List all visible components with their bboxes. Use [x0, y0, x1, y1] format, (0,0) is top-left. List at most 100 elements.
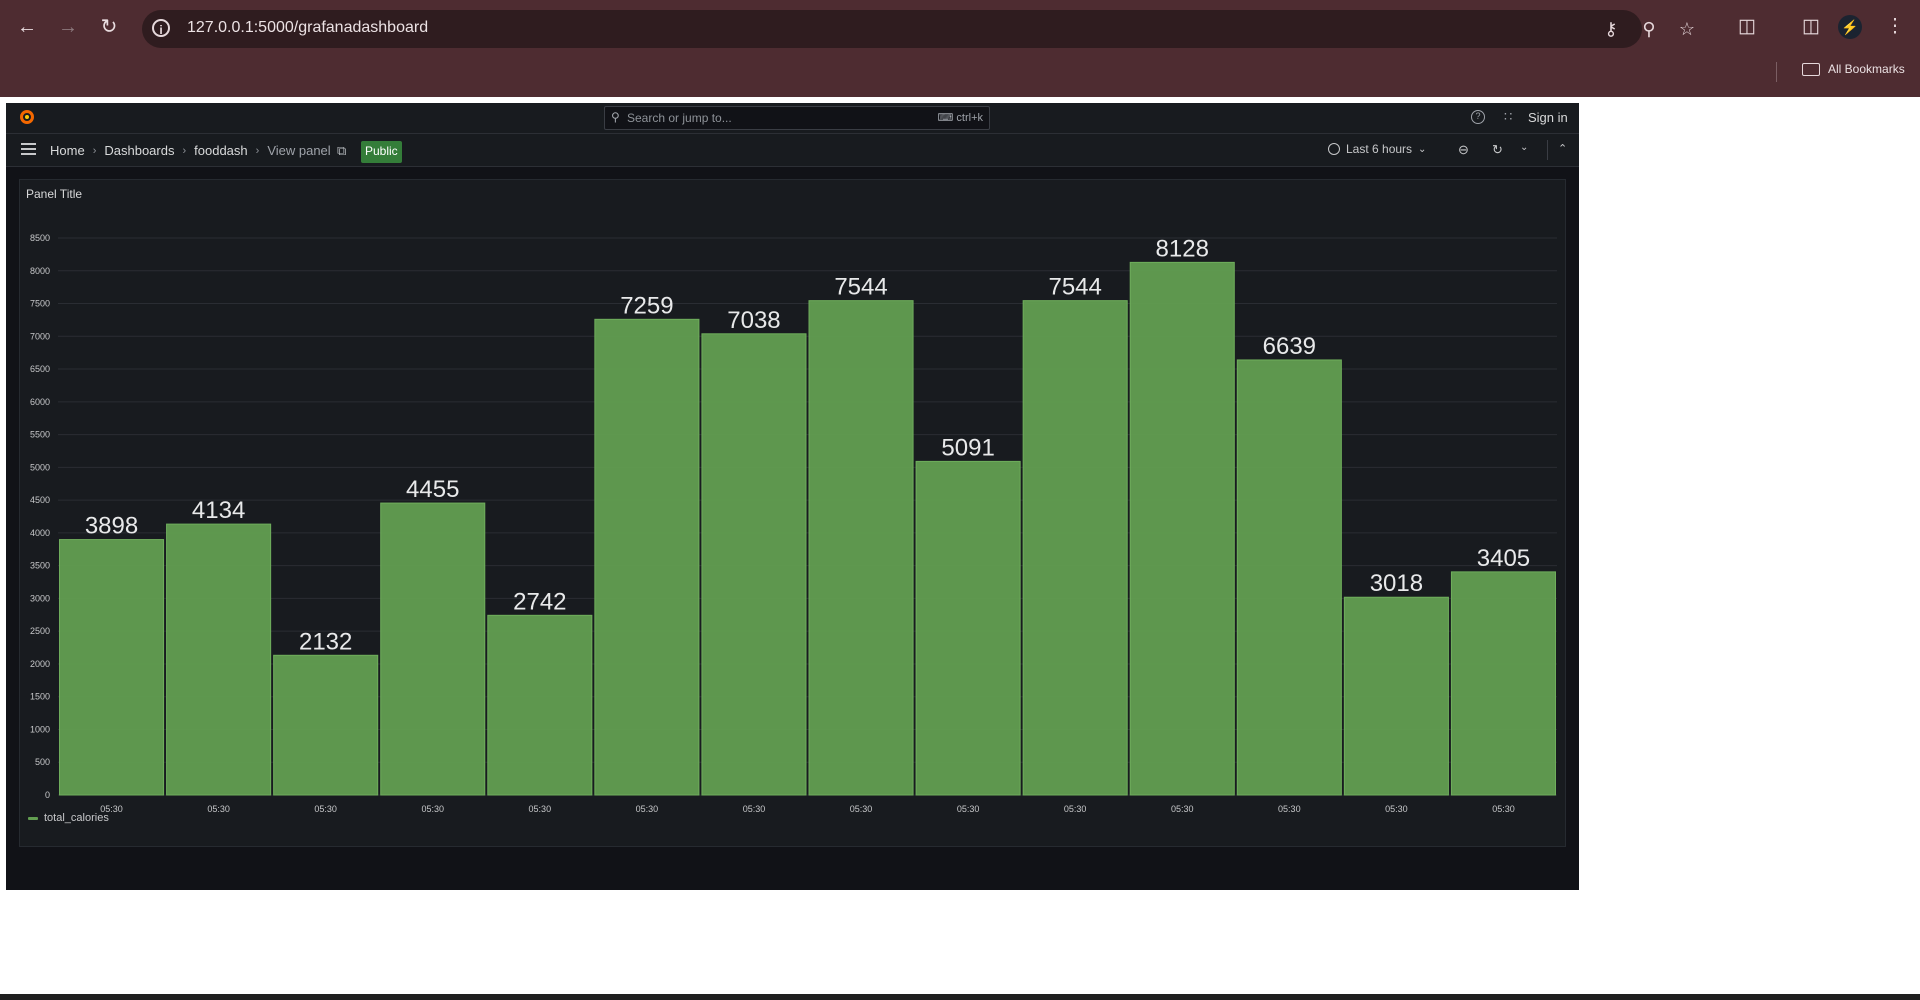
bar-value-label: 7544 — [834, 274, 887, 301]
bookmark-star-icon[interactable]: ☆ — [1678, 19, 1696, 39]
breadcrumb-dashboards[interactable]: Dashboards — [104, 143, 175, 158]
y-tick-label: 8000 — [30, 266, 50, 276]
bar-value-label: 4455 — [406, 476, 459, 503]
back-icon[interactable]: ← — [17, 16, 37, 38]
search-shortcut-text: ctrl+k — [956, 112, 983, 124]
breadcrumb-home[interactable]: Home — [50, 143, 85, 158]
bar — [273, 654, 379, 796]
breadcrumb-fooddash[interactable]: fooddash — [194, 143, 248, 158]
grafana-subbar: Home › Dashboards › fooddash › View pane… — [6, 134, 1579, 167]
grafana-logo-icon[interactable] — [20, 110, 34, 124]
bar-value-label: 2132 — [299, 628, 352, 655]
toolbar-divider — [1547, 140, 1548, 160]
time-range-picker[interactable]: Last 6 hours ⌄ — [1328, 142, 1426, 156]
breadcrumb-separator-icon: › — [255, 144, 260, 157]
bar — [1236, 359, 1342, 796]
y-tick-label: 1500 — [30, 692, 50, 702]
bar — [1343, 596, 1449, 796]
y-tick-label: 5000 — [30, 462, 50, 472]
sign-in-link[interactable]: Sign in — [1528, 110, 1568, 125]
search-input[interactable]: ⚲ Search or jump to... ⌨ ctrl+k — [604, 106, 990, 130]
reload-icon[interactable]: ↻ — [100, 16, 118, 38]
zoom-icon[interactable]: ⚲ — [1642, 19, 1656, 39]
password-key-icon[interactable]: ⚷ — [1604, 19, 1618, 39]
bar — [59, 539, 165, 796]
bar — [1450, 571, 1557, 796]
zoom-out-icon[interactable]: ⊖ — [1458, 142, 1469, 157]
x-tick-label: 05:30 — [850, 804, 873, 814]
y-tick-label: 0 — [45, 790, 50, 800]
search-shortcut: ⌨ ctrl+k — [937, 112, 983, 124]
breadcrumb-separator-icon: › — [182, 144, 187, 157]
menu-kebab-icon[interactable]: ⋮ — [1885, 16, 1905, 37]
y-tick-label: 3500 — [30, 561, 50, 571]
bar — [1022, 300, 1128, 796]
breadcrumb-separator-icon: › — [92, 144, 97, 157]
chevron-down-icon: ⌄ — [1418, 143, 1427, 155]
menu-icon[interactable] — [21, 143, 36, 155]
x-tick-label: 05:30 — [207, 804, 230, 814]
x-tick-label: 05:30 — [1064, 804, 1087, 814]
bar — [487, 614, 593, 796]
y-tick-label: 1000 — [30, 724, 50, 734]
x-tick-label: 05:30 — [421, 804, 444, 814]
x-tick-label: 05:30 — [1171, 804, 1194, 814]
forward-icon[interactable]: → — [58, 16, 78, 38]
help-icon[interactable]: ? — [1471, 110, 1485, 124]
x-tick-label: 05:30 — [529, 804, 552, 814]
bar-value-label: 3018 — [1370, 570, 1423, 597]
bar — [594, 318, 700, 796]
bookmarks-divider — [1776, 62, 1777, 82]
share-icon[interactable]: ⧉ — [337, 143, 347, 158]
bar-value-label: 8128 — [1156, 235, 1209, 262]
site-info-icon[interactable]: i — [152, 19, 170, 37]
bar — [380, 502, 486, 796]
search-icon: ⚲ — [611, 110, 620, 124]
folder-icon — [1802, 62, 1820, 76]
grafana-app: ⚲ Search or jump to... ⌨ ctrl+k ? ∷ Sign… — [6, 103, 1579, 890]
refresh-interval-chevron-icon[interactable]: ⌄ — [1520, 142, 1529, 153]
x-tick-label: 05:30 — [1278, 804, 1301, 814]
bar — [1129, 261, 1235, 796]
chart-legend[interactable]: total_calories — [28, 812, 109, 824]
taskbar — [0, 994, 1920, 1000]
legend-swatch — [28, 816, 38, 820]
bar-value-label: 7544 — [1048, 274, 1101, 301]
y-tick-label: 2000 — [30, 659, 50, 669]
news-rss-icon[interactable]: ∷ — [1504, 109, 1513, 124]
grafana-topbar: ⚲ Search or jump to... ⌨ ctrl+k ? ∷ Sign… — [6, 103, 1579, 134]
collapse-chevron-up-icon[interactable]: ⌃ — [1558, 143, 1568, 155]
x-tick-label: 05:30 — [314, 804, 337, 814]
x-tick-label: 05:30 — [100, 804, 123, 814]
bar-chart: 0 500 1000 1500 2000 2500 3000 3500 4000 4500 5000… — [30, 233, 1557, 814]
x-tick-label: 05:30 — [1492, 804, 1515, 814]
search-placeholder: Search or jump to... — [627, 111, 732, 125]
y-tick-label: 4500 — [30, 495, 50, 505]
extensions-icon[interactable]: ◫ — [1738, 16, 1756, 37]
bar-value-label: 2742 — [513, 588, 566, 615]
time-range-label: Last 6 hours — [1346, 142, 1413, 156]
y-tick-label: 6000 — [30, 397, 50, 407]
legend-label: total_calories — [44, 812, 109, 824]
x-tick-label: 05:30 — [743, 804, 766, 814]
profile-avatar[interactable]: ⚡ — [1838, 15, 1862, 39]
all-bookmarks-label: All Bookmarks — [1828, 62, 1905, 76]
x-tick-label: 05:30 — [957, 804, 980, 814]
y-tick-label: 2500 — [30, 626, 50, 636]
all-bookmarks-button[interactable]: All Bookmarks — [1802, 62, 1905, 76]
x-tick-label: 05:30 — [636, 804, 659, 814]
url-text[interactable]: 127.0.0.1:5000/grafanadashboard — [187, 19, 429, 36]
panel-title: Panel Title — [26, 187, 83, 201]
address-bar[interactable]: i 127.0.0.1:5000/grafanadashboard ⚷ ⚲ ☆ — [142, 10, 1695, 48]
refresh-icon[interactable]: ↻ — [1492, 142, 1503, 157]
side-panel-icon[interactable]: ◫ — [1802, 16, 1820, 37]
y-tick-label: 7500 — [30, 299, 50, 309]
breadcrumb: Home › Dashboards › fooddash › View pane… — [50, 143, 331, 158]
bar-value-label: 4134 — [192, 497, 245, 524]
bar-value-label: 3898 — [85, 513, 138, 540]
bar — [701, 333, 807, 796]
y-tick-label: 6500 — [30, 364, 50, 374]
y-tick-label: 3000 — [30, 593, 50, 603]
x-tick-label: 05:30 — [1385, 804, 1408, 814]
y-tick-label: 7000 — [30, 331, 50, 341]
